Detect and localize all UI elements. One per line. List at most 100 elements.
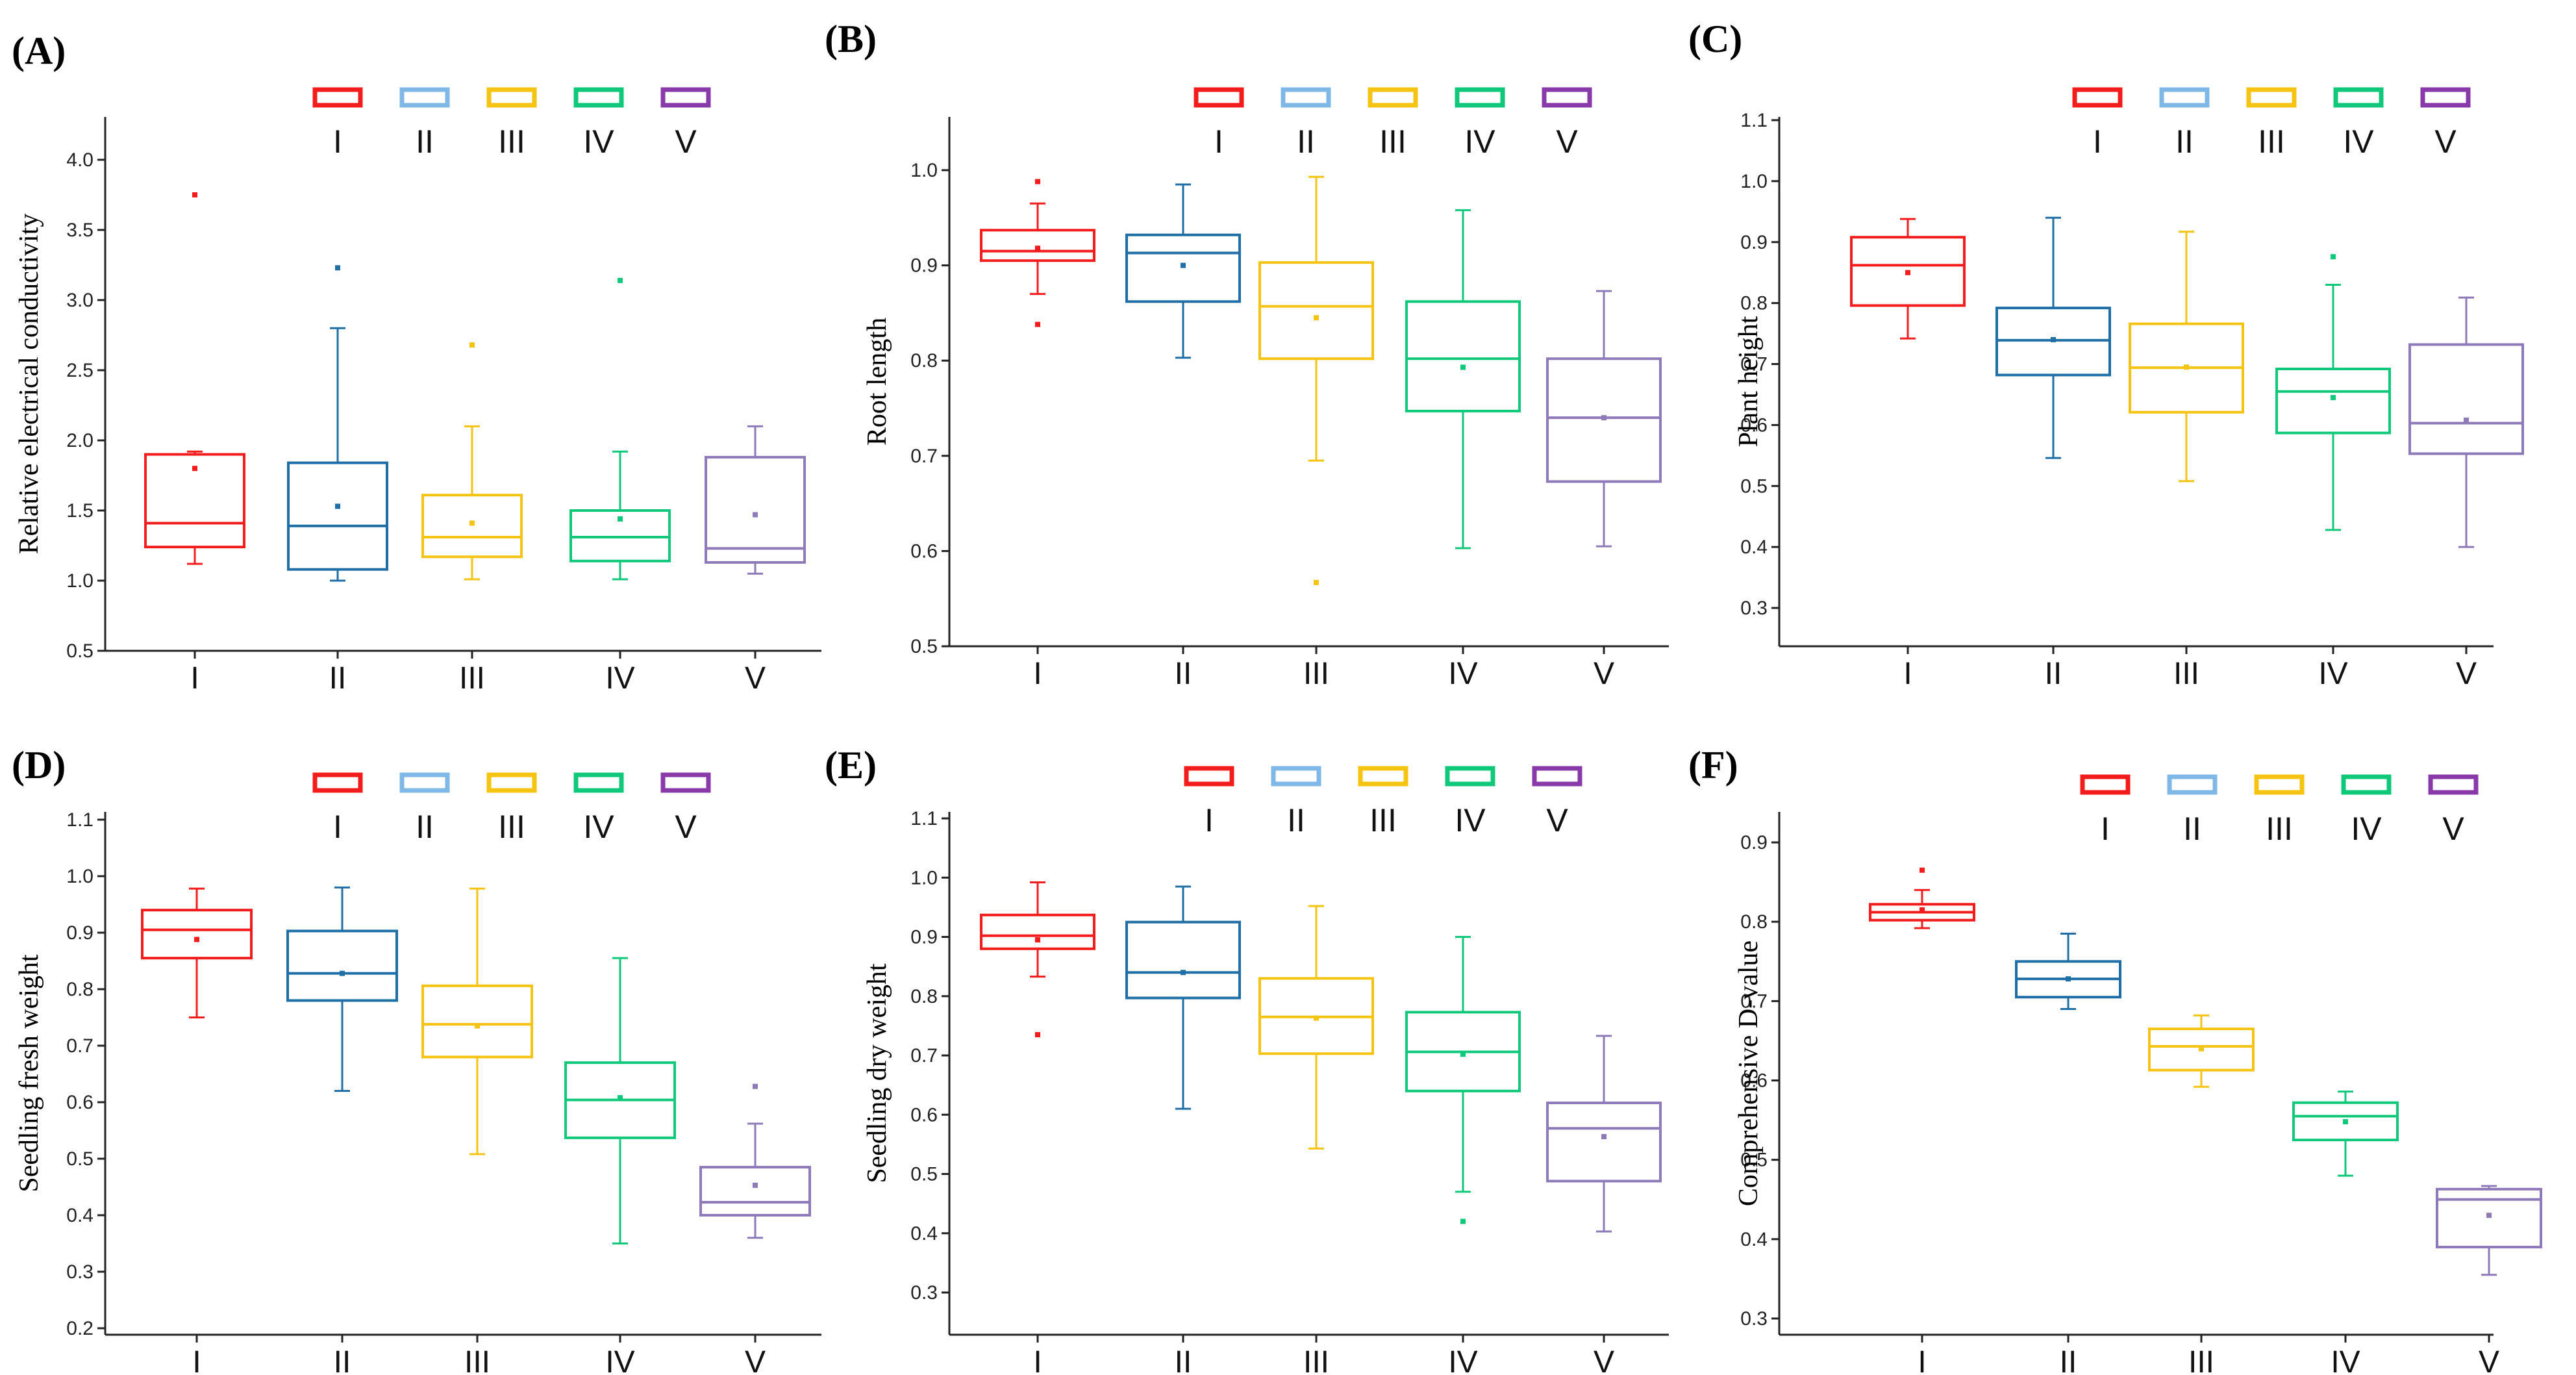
legend-swatch [1532,766,1582,787]
legend-label: I [333,123,342,160]
box-V [699,1083,811,1239]
box-I [1869,867,1975,929]
box-II [286,886,398,1092]
y-tick-label: 3.0 [66,290,94,311]
outlier-point [753,1083,758,1089]
mean-marker [618,516,623,522]
mean-marker [2343,1119,2348,1125]
legend-label: V [675,809,697,845]
legend-label: III [2258,123,2285,160]
legend-label: IV [583,809,614,845]
x-tick-label: V [745,661,766,696]
mean-marker [753,512,758,518]
legend-label: III [1369,802,1397,839]
box-iqr [2275,368,2391,435]
box-V [2408,296,2524,548]
y-tick-label: 0.5 [910,1164,938,1185]
mean-marker [1460,364,1466,370]
box-IV [1405,209,1521,549]
chart-panel: (D) 0.2 0.3 0.4 0.5 0.6 0.7 0.8 0.9 1.0 1.1 Seedlin… [12,744,821,1375]
box-iqr [421,984,533,1059]
legend-swatch [312,87,363,108]
x-tick-label: II [1175,1345,1192,1375]
y-tick-label: 0.9 [66,922,94,944]
x-tick-label: IV [2318,657,2347,691]
y-axis-label: Relative electrical conductivity [14,214,44,555]
legend-label: III [498,123,525,160]
box-V [1546,1035,1662,1233]
outlier-point [2331,254,2336,260]
x-tick-label: I [192,1345,201,1375]
legend-swatch [1358,766,1408,787]
x-tick-label: III [464,1345,490,1375]
y-tick-label: 0.5 [1740,1150,1768,1171]
legend-label: V [675,123,697,160]
box-iqr [1546,1102,1662,1183]
box-I [1850,218,1966,340]
mean-marker [1460,1052,1466,1057]
mean-marker [2199,1046,2204,1052]
y-tick-label: 0.7 [910,446,938,467]
x-tick-label: I [1903,657,1912,691]
y-tick-label: 0.3 [66,1261,94,1283]
mean-marker [753,1182,758,1188]
x-tick-label: II [1175,657,1192,691]
box-III [2148,1014,2255,1088]
panel-label: (A) [12,29,66,72]
mean-marker [1601,1134,1607,1140]
box-I [144,192,245,565]
panel-label: (C) [1688,18,1742,60]
legend-swatch [2341,774,2392,795]
x-tick-label: II [329,661,347,696]
box-iqr [1546,357,1662,483]
mean-marker [469,520,475,526]
box-iqr [705,455,806,564]
x-tick-label: II [334,1345,351,1375]
box-iqr [2436,1187,2542,1249]
mean-marker [335,503,340,509]
mean-marker [1314,1015,1319,1021]
legend-label: I [2093,123,2102,160]
legend-swatch [573,87,624,108]
legend-label: II [2183,811,2201,847]
y-tick-label: 0.5 [1740,475,1768,497]
box-iqr [421,494,523,559]
legend-swatch [1445,766,1495,787]
legend-swatch [1184,766,1234,787]
box-iqr [1125,233,1241,303]
legend-label: II [2175,123,2194,160]
box-iqr [980,913,1095,950]
x-tick-label: III [1303,1345,1329,1375]
y-tick-label: 0.5 [910,636,938,657]
outlier-point [469,342,475,348]
legend-swatch [2072,87,2123,108]
legend-label: III [498,809,525,845]
x-tick-label: I [190,661,199,696]
x-tick-label: V [745,1345,766,1375]
legend-label: IV [2343,123,2374,160]
legend-label: V [1546,802,1568,839]
legend-label: I [2101,811,2110,847]
box-iqr [141,909,253,960]
legend-swatch [399,87,450,108]
box-iqr [1850,236,1966,307]
y-tick-label: 0.6 [66,1092,94,1113]
legend-label: IV [583,123,614,160]
legend-swatch [1271,766,1321,787]
legend-swatch [660,87,711,108]
legend-swatch [1542,87,1592,108]
mean-marker [1181,970,1186,976]
x-tick-label: V [1594,657,1614,691]
legend-swatch [2246,87,2297,108]
legend-swatch [2333,87,2384,108]
box-I [141,887,253,1018]
x-tick-label: IV [2331,1345,2360,1375]
panel-label: (D) [12,744,66,787]
mean-marker [2331,395,2336,401]
legend-label: I [1214,123,1223,160]
y-tick-label: 1.0 [66,866,94,887]
y-tick-label: 0.7 [1740,990,1768,1012]
panel-label: (E) [825,744,877,787]
x-tick-label: I [1033,657,1042,691]
outlier-point [1919,867,1925,873]
